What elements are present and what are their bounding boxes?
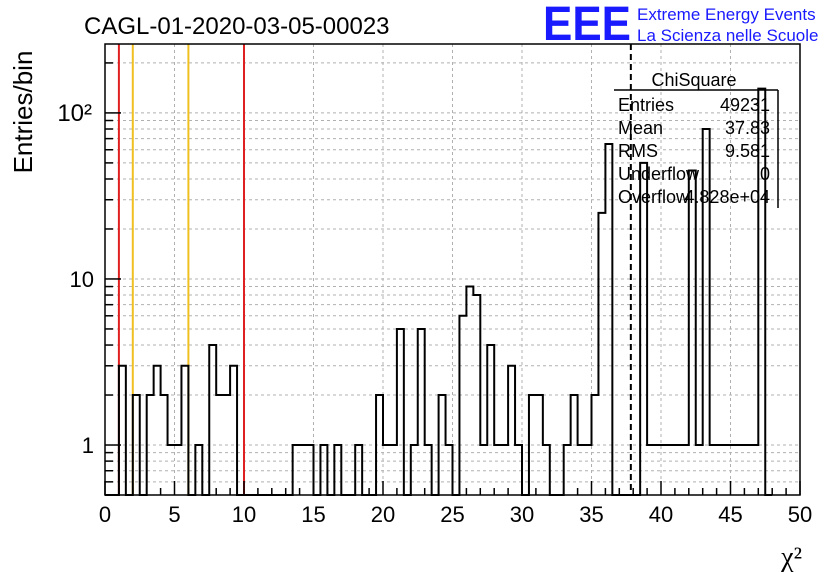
- stats-value: 9.581: [725, 141, 770, 161]
- stats-label: Entries: [618, 95, 674, 115]
- x-tick-label: 30: [510, 502, 534, 527]
- stats-value: 49231: [720, 95, 770, 115]
- stats-title: ChiSquare: [651, 70, 736, 90]
- x-tick-label: 40: [649, 502, 673, 527]
- y-tick-label: 1: [82, 433, 94, 458]
- stats-label: RMS: [618, 141, 658, 161]
- stats-label: Mean: [618, 118, 663, 138]
- x-tick-label: 10: [232, 502, 256, 527]
- stats-label: Underflow: [618, 164, 700, 184]
- x-tick-label: 45: [718, 502, 742, 527]
- chart-title: CAGL-01-2020-03-05-00023: [84, 13, 390, 40]
- y-axis-ticks: 1 10 10²: [57, 62, 121, 483]
- x-axis-ticks: 0 5 10 15 20 25 30 35 40 45 50: [99, 481, 812, 527]
- x-tick-label: 50: [788, 502, 812, 527]
- eee-logo: EEE Extreme Energy Events La Scienza nel…: [543, 0, 818, 51]
- stats-value: 4.828e+04: [684, 187, 770, 207]
- stats-box: ChiSquare Entries 49231 Mean 37.83 RMS 9.581 U…: [614, 70, 779, 208]
- grid-lines: [105, 44, 800, 495]
- stats-value: 0: [760, 164, 770, 184]
- y-axis-label: Entries/bin: [8, 51, 38, 174]
- histogram-outline: [105, 87, 773, 496]
- x-tick-label: 15: [301, 502, 325, 527]
- y-tick-label: 10: [70, 267, 94, 292]
- logo-letters: EEE: [543, 0, 631, 51]
- stats-value: 37.83: [725, 118, 770, 138]
- x-tick-label: 5: [168, 502, 180, 527]
- x-tick-label: 0: [99, 502, 111, 527]
- x-tick-label: 20: [371, 502, 395, 527]
- logo-line1: Extreme Energy Events: [637, 5, 816, 24]
- stats-label: Overflow: [618, 187, 690, 207]
- x-tick-label: 35: [579, 502, 603, 527]
- x-axis-label: χ²: [780, 542, 802, 572]
- logo-line2: La Scienza nelle Scuole: [637, 26, 818, 45]
- y-tick-label: 10²: [57, 100, 92, 127]
- reference-lines: [117, 44, 632, 495]
- x-tick-label: 25: [440, 502, 464, 527]
